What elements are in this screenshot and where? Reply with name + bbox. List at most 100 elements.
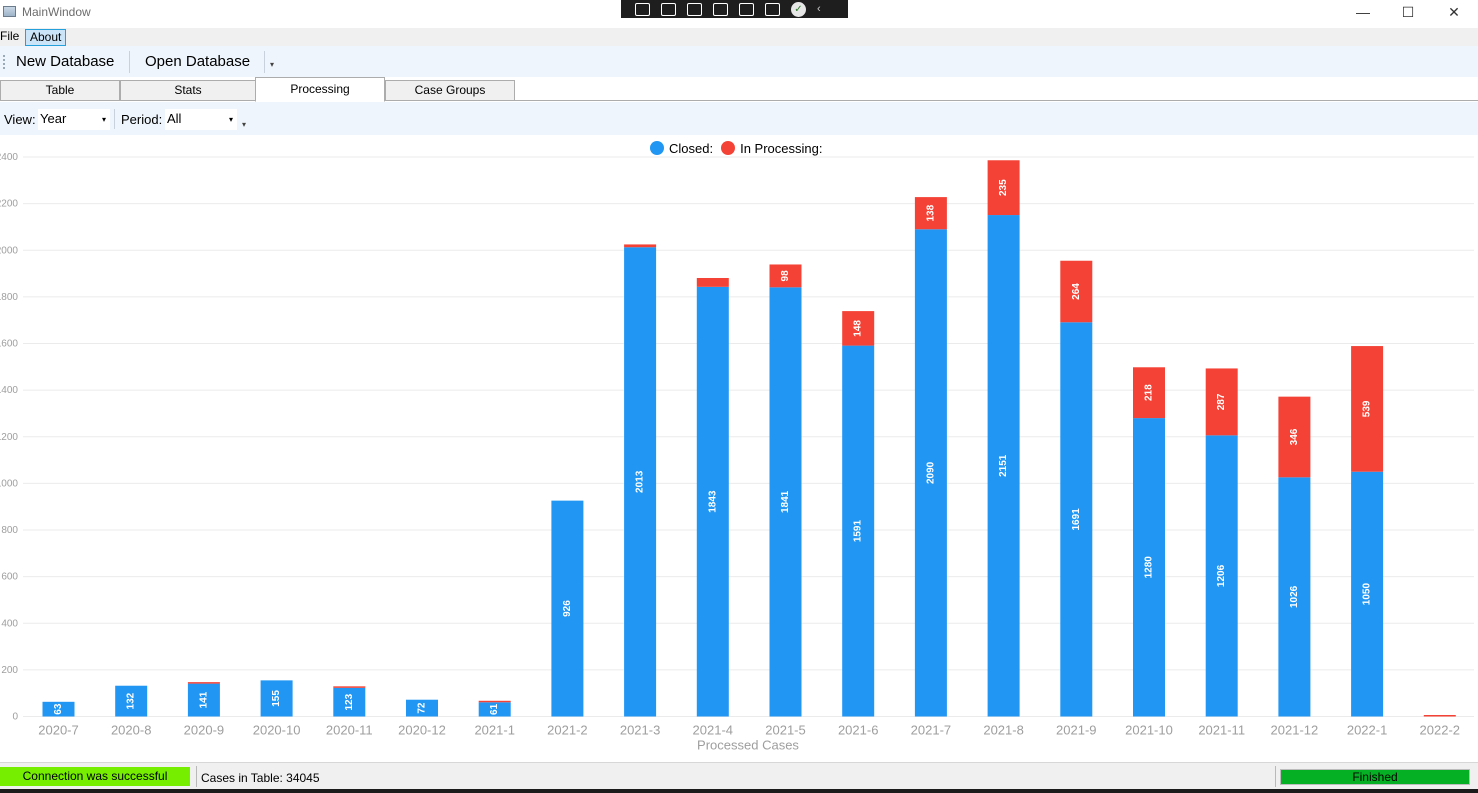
bar-closed xyxy=(624,247,657,717)
menu-file[interactable]: File xyxy=(0,29,20,43)
status-separator xyxy=(196,766,197,787)
bar-in-processing xyxy=(1351,346,1384,472)
y-tick-label: 600 xyxy=(1,572,18,583)
minimize-button[interactable]: — xyxy=(1356,4,1370,20)
x-tick-label: 2022-2 xyxy=(1420,723,1460,738)
legend-entry-closed[interactable]: Closed: xyxy=(650,141,713,156)
data-label: 1206 xyxy=(1216,564,1227,587)
x-tick-label: 2021-3 xyxy=(620,723,660,738)
x-tick-label: 2021-9 xyxy=(1056,723,1096,738)
menu-about[interactable]: About xyxy=(25,29,67,46)
data-label: 123 xyxy=(344,693,355,710)
data-label: 346 xyxy=(1289,428,1300,445)
bar-closed xyxy=(551,500,584,717)
bar-closed xyxy=(115,685,148,717)
y-tick-label: 800 xyxy=(1,525,18,536)
bar-closed xyxy=(769,287,802,717)
toolbar-overflow-icon[interactable]: ▾ xyxy=(270,60,275,69)
open-database-button[interactable]: Open Database xyxy=(145,53,251,70)
toolbar-grip[interactable] xyxy=(3,55,5,69)
y-tick-label: 2000 xyxy=(0,245,18,256)
data-label: 2151 xyxy=(998,454,1009,477)
data-label: 138 xyxy=(925,204,936,221)
filter-overflow-icon[interactable]: ▾ xyxy=(242,120,247,129)
tab-processing[interactable]: Processing xyxy=(255,77,385,102)
bar-closed xyxy=(187,683,220,717)
window-capture-icon[interactable] xyxy=(713,2,728,16)
bar-in-processing xyxy=(187,682,220,684)
y-tick-label: 400 xyxy=(1,618,18,629)
bar-closed xyxy=(1351,471,1384,717)
legend-label-in-processing: In Processing: xyxy=(740,140,823,156)
collapse-chevron-icon[interactable]: ‹ xyxy=(817,3,821,15)
screen-capture-icon[interactable] xyxy=(739,2,754,16)
bar-closed xyxy=(1205,435,1238,717)
x-tick-label: 2020-7 xyxy=(38,723,78,738)
tab-table[interactable]: Table xyxy=(0,80,120,101)
check-icon[interactable]: ✓ xyxy=(791,1,806,17)
y-tick-label: 0 xyxy=(12,712,18,723)
capture-region-icon[interactable] xyxy=(635,2,650,16)
period-select-value: All xyxy=(167,111,182,126)
bar-in-processing xyxy=(1205,368,1238,436)
filter-separator xyxy=(114,109,115,129)
bar-in-processing xyxy=(333,686,366,688)
bar-in-processing xyxy=(769,264,802,288)
y-tick-label: 1600 xyxy=(0,339,18,350)
data-label: 72 xyxy=(417,702,428,714)
bar-in-processing xyxy=(696,277,729,287)
tab-stats[interactable]: Stats xyxy=(120,80,256,101)
connection-status: Connection was successful xyxy=(0,767,190,786)
data-label: 1691 xyxy=(1071,508,1082,531)
chevron-down-icon: ▾ xyxy=(228,115,233,124)
view-label: View: xyxy=(4,112,36,127)
data-label: 1841 xyxy=(780,490,791,513)
bar-in-processing xyxy=(987,160,1020,216)
bar-in-processing xyxy=(1423,715,1456,717)
bar-in-processing xyxy=(1278,396,1311,478)
x-tick-label: 2022-1 xyxy=(1347,723,1387,738)
cases-count: Cases in Table: 34045 xyxy=(201,771,320,785)
tab-strip: Table Stats Processing Case Groups xyxy=(0,77,1478,102)
tab-case-groups[interactable]: Case Groups xyxy=(385,80,515,101)
window-title: MainWindow xyxy=(22,5,91,19)
x-tick-label: 2020-8 xyxy=(111,723,151,738)
period-select[interactable]: All ▾ xyxy=(165,109,237,130)
bar-closed xyxy=(987,215,1020,717)
y-tick-label: 2400 xyxy=(0,152,18,163)
maximize-button[interactable]: ☐ xyxy=(1401,4,1415,20)
data-label: 264 xyxy=(1071,283,1082,300)
x-tick-label: 2020-11 xyxy=(326,723,373,738)
view-select[interactable]: Year ▾ xyxy=(38,109,110,130)
toolbar-separator xyxy=(264,51,265,73)
status-separator xyxy=(1275,766,1276,787)
legend-label-closed: Closed: xyxy=(669,140,714,156)
status-bar: Connection was successful Cases in Table… xyxy=(0,762,1478,789)
pointer-select-icon[interactable] xyxy=(687,2,702,16)
x-tick-label: 2020-9 xyxy=(184,723,224,738)
record-video-icon[interactable] xyxy=(661,2,676,16)
x-tick-label: 2021-5 xyxy=(765,723,805,738)
legend-entry-in-processing[interactable]: In Processing: xyxy=(721,141,822,156)
new-database-button[interactable]: New Database xyxy=(16,53,115,70)
audio-icon[interactable] xyxy=(765,2,780,16)
data-label: 218 xyxy=(1144,384,1155,401)
bar-closed xyxy=(478,702,511,717)
data-label: 98 xyxy=(780,270,791,282)
legend-swatch-in-processing xyxy=(721,141,736,155)
bar-closed xyxy=(696,286,729,717)
bar-closed xyxy=(842,345,875,717)
data-label: 926 xyxy=(562,600,573,617)
data-label: 1050 xyxy=(1362,583,1373,606)
bar-closed xyxy=(333,687,366,717)
data-label: 2090 xyxy=(925,461,936,484)
close-button[interactable]: ✕ xyxy=(1448,4,1460,20)
bar-closed xyxy=(42,701,75,717)
bar-closed xyxy=(1060,322,1093,717)
bar-closed xyxy=(914,229,947,717)
bar-closed xyxy=(260,680,293,717)
data-label: 132 xyxy=(126,692,137,709)
data-label: 287 xyxy=(1216,393,1227,410)
data-label: 61 xyxy=(489,703,500,715)
x-tick-label: 2021-11 xyxy=(1198,723,1245,738)
